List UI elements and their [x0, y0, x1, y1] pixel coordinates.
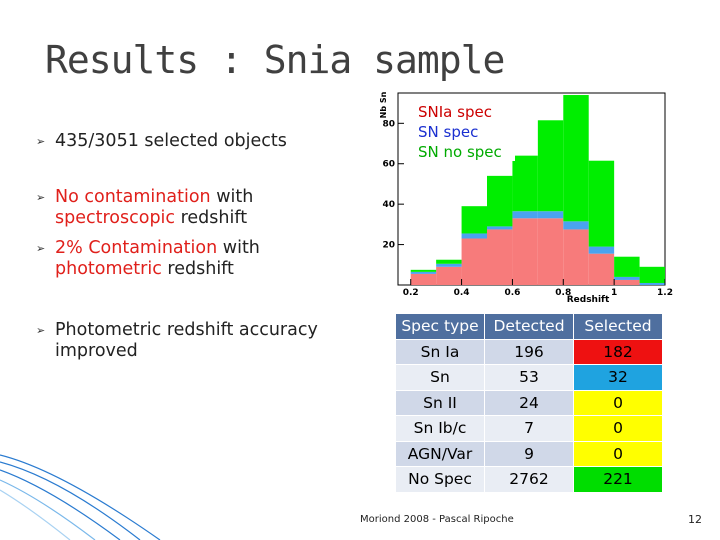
y-tick-label: 60	[382, 160, 395, 170]
histogram-bar	[410, 271, 437, 274]
table-cell: 32	[573, 364, 663, 391]
histogram-bar	[563, 221, 589, 230]
histogram-bar	[436, 266, 462, 285]
table-cell: 2762	[484, 466, 574, 493]
table-row: Sn 53 32	[395, 364, 663, 391]
x-tick-label: 0.4	[454, 288, 470, 298]
bullet-text: No contamination	[55, 187, 211, 207]
table-cell: No Spec	[395, 466, 485, 493]
histogram-bar	[639, 282, 665, 285]
table-cell: Sn II	[395, 389, 485, 416]
legend-entry: SNIa spec	[418, 103, 492, 121]
histogram-bar	[614, 279, 640, 285]
bullet-text: Photometric redshift accuracy improved	[55, 320, 318, 361]
y-tick-label: 40	[382, 200, 395, 210]
table-cell: 196	[484, 338, 574, 365]
histogram-bar	[588, 160, 615, 247]
x-tick-label: 0.8	[555, 288, 571, 298]
table-header-cell: Selected	[573, 313, 663, 340]
table-cell: 7	[484, 415, 574, 442]
histogram-bar	[436, 263, 462, 267]
table-cell: AGN/Var	[395, 440, 485, 467]
table-header-row: Spec type Detected Selected	[395, 313, 663, 340]
x-tick-label: 1	[611, 288, 617, 298]
y-tick-label: 20	[382, 241, 395, 251]
histogram-bar	[461, 238, 487, 285]
histogram-bar	[614, 256, 640, 277]
histogram-bar	[410, 269, 437, 272]
bullet: 435/3051 selected objects	[36, 131, 365, 152]
decoration	[0, 454, 161, 540]
bullet: No contamination with spectroscopic reds…	[36, 187, 365, 229]
histogram-bar	[537, 211, 564, 219]
table-row: No Spec 2762 221	[395, 466, 663, 493]
histogram-bar	[512, 155, 538, 212]
table-cell: 182	[573, 338, 663, 365]
footer: Moriond 2008 - Pascal Ripoche	[360, 514, 514, 525]
histogram-bar	[563, 95, 589, 222]
x-tick-label: 0.2	[403, 288, 419, 298]
table-row: Sn II 24 0	[395, 389, 663, 416]
page-number: 12	[688, 513, 702, 526]
table-row: Sn Ia 196 182	[395, 338, 663, 365]
histogram-bar	[639, 266, 665, 283]
table-cell: 0	[573, 389, 663, 416]
histogram-bar	[614, 276, 640, 280]
bullet: 2% Contamination with photometric redshi…	[36, 238, 365, 280]
y-axis-label: Nb Sn	[379, 91, 388, 118]
histogram-bar	[461, 233, 487, 239]
table-cell: Sn	[395, 364, 485, 391]
bullet-text: spectroscopic	[55, 208, 176, 228]
table-cell: 53	[484, 364, 574, 391]
table-cell: 0	[573, 440, 663, 467]
x-axis-label: Redshift	[567, 295, 610, 305]
histogram-bar	[588, 253, 615, 285]
bullet-text: 2% Contamination	[55, 238, 218, 258]
y-tick-label: 80	[382, 119, 395, 129]
histogram-bar	[512, 211, 538, 219]
table-row: AGN/Var 9 0	[395, 440, 663, 467]
table: Spec type Detected Selected Sn Ia 196 182 Sn 53…	[395, 313, 663, 493]
table-header-cell: Spec type	[395, 313, 485, 340]
histogram-bar	[588, 246, 615, 254]
histogram-bar	[537, 120, 564, 212]
legend-entry: SN spec	[418, 123, 478, 141]
bullet-text: with	[216, 187, 254, 207]
histogram-bar	[487, 226, 513, 230]
histogram-bar	[487, 229, 513, 285]
bullet-text: with	[222, 238, 260, 258]
histogram-bar	[512, 218, 538, 285]
bullet: Photometric redshift accuracy improved	[36, 320, 365, 362]
table-cell: 9	[484, 440, 574, 467]
histogram-bar	[537, 218, 564, 285]
bullet-text: /3051 selected objects	[88, 131, 287, 151]
table-cell: Sn Ia	[395, 338, 485, 365]
bullet-text: photometric	[55, 259, 162, 279]
table-header-cell: Detected	[484, 313, 574, 340]
histogram-bar	[563, 229, 589, 285]
table-cell: 221	[573, 466, 663, 493]
bullet-text: 435	[55, 131, 89, 151]
x-tick-label: 1.2	[657, 288, 673, 298]
histogram-bar	[487, 175, 513, 227]
histogram-bar	[410, 273, 437, 285]
table-cell: Sn Ib/c	[395, 415, 485, 442]
histogram-bar	[461, 206, 487, 234]
table-row: Sn Ib/c 7 0	[395, 415, 663, 442]
legend-entry: SN no spec	[418, 143, 502, 161]
legend-box	[413, 97, 515, 161]
table-cell: 24	[484, 389, 574, 416]
table-cell: 0	[573, 415, 663, 442]
bullet-text: redshift	[167, 259, 234, 279]
bullet-text: redshift	[180, 208, 248, 228]
slide-title: Results : Snia sample	[45, 38, 505, 82]
histogram-bar	[436, 259, 462, 264]
x-tick-label: 0.6	[504, 288, 520, 298]
